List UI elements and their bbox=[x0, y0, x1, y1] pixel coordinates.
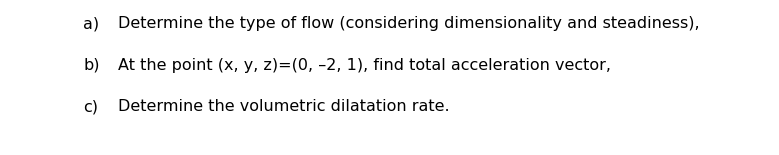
Text: b): b) bbox=[83, 58, 100, 73]
Text: a): a) bbox=[83, 16, 100, 31]
Text: Determine the type of flow (considering dimensionality and steadiness),: Determine the type of flow (considering … bbox=[118, 16, 700, 31]
Text: Determine the volumetric dilatation rate.: Determine the volumetric dilatation rate… bbox=[118, 100, 449, 114]
Text: c): c) bbox=[83, 100, 98, 114]
Text: At the point (x, y, z)=(0, –2, 1), find total acceleration vector,: At the point (x, y, z)=(0, –2, 1), find … bbox=[118, 58, 611, 73]
